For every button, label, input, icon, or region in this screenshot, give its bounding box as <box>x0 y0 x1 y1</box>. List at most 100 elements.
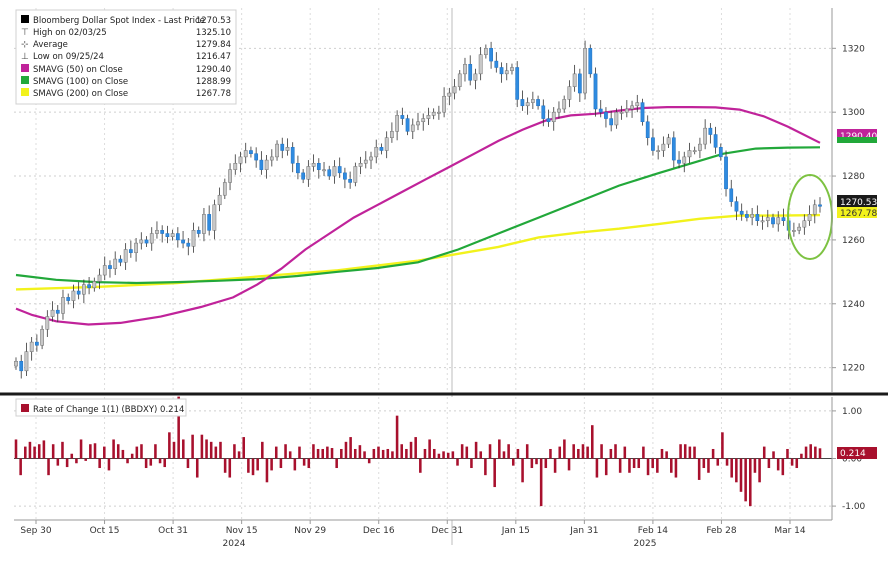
roc-bar <box>144 458 148 469</box>
x-tick-label: Jan 31 <box>569 526 598 536</box>
roc-bar <box>758 458 761 483</box>
candle-body-down <box>301 172 306 180</box>
candle <box>755 205 760 226</box>
roc-bar <box>24 446 27 459</box>
roc-bar <box>665 451 668 459</box>
candle-body-down <box>593 73 598 110</box>
candle-body-down <box>165 233 170 237</box>
candle <box>541 99 546 127</box>
roc-last-value-text: 0.214 <box>840 449 866 459</box>
candle-body-down <box>259 159 264 170</box>
roc-bar <box>56 458 60 466</box>
candle-body-down <box>343 172 347 180</box>
candle-body-up <box>437 111 441 114</box>
candle-body-down <box>76 290 81 295</box>
roc-bar <box>735 458 738 483</box>
candle-body-down <box>781 217 786 222</box>
candle-body-up <box>275 143 279 158</box>
roc-bar <box>623 446 627 459</box>
roc-bar <box>149 458 153 466</box>
candle <box>624 100 629 118</box>
candle-body-up <box>306 166 311 180</box>
roc-bar <box>177 396 180 459</box>
candle-body-up <box>557 108 561 113</box>
candle-body-up <box>202 214 206 234</box>
roc-bar <box>395 415 399 459</box>
roc-bar <box>586 446 589 459</box>
roc-bar <box>28 441 32 459</box>
roc-bar <box>219 441 222 459</box>
roc-bar <box>302 458 306 466</box>
roc-bar <box>525 444 529 459</box>
legend-value: 1279.84 <box>196 40 231 50</box>
roc-bars <box>14 396 822 507</box>
roc-bar <box>460 444 464 459</box>
candle-body-up <box>447 92 452 97</box>
x-tick-label: Mar 14 <box>774 526 806 536</box>
roc-bar <box>89 444 92 459</box>
candle <box>666 133 671 148</box>
candle <box>275 140 279 161</box>
candle <box>87 276 91 295</box>
roc-tick-label: 1.00 <box>842 407 862 417</box>
candle-body-up <box>635 102 640 107</box>
roc-bar <box>37 444 41 459</box>
candle <box>802 214 807 235</box>
roc-bar <box>702 458 706 469</box>
candle <box>593 67 598 117</box>
candle <box>384 131 389 159</box>
roc-bar <box>381 449 385 459</box>
candle <box>640 98 645 126</box>
x-tick-label: Sep 30 <box>20 526 52 536</box>
candle <box>144 236 149 247</box>
candle-body-up <box>682 156 687 164</box>
candle <box>390 122 394 143</box>
candle <box>489 41 493 69</box>
candle <box>635 94 640 113</box>
candle-body-down <box>118 258 123 263</box>
candle <box>645 115 650 146</box>
candle-body-up <box>807 214 812 222</box>
candle <box>577 68 582 102</box>
sma50-line <box>15 106 821 326</box>
roc-bar <box>135 446 139 459</box>
candle-body-up <box>661 143 666 151</box>
roc-bar <box>786 448 789 459</box>
candle <box>55 305 60 323</box>
x-tick-label: Feb 28 <box>706 526 737 536</box>
roc-bar <box>330 448 334 459</box>
x-tick-label: Dec 31 <box>431 526 463 536</box>
candle-body-up <box>583 48 587 94</box>
candle <box>781 208 786 226</box>
candle <box>760 215 765 230</box>
roc-bar <box>809 444 812 459</box>
candle-body-up <box>452 86 457 94</box>
roc-bar <box>316 448 320 459</box>
year-label-2024: 2024 <box>223 539 246 549</box>
roc-bar <box>33 446 36 459</box>
candle <box>19 354 24 379</box>
candle-body-down <box>327 169 332 177</box>
candle <box>50 301 55 322</box>
candle <box>327 165 332 180</box>
roc-bar <box>795 458 799 469</box>
roc-bar <box>391 451 394 459</box>
candle <box>708 123 713 144</box>
candle <box>692 146 697 155</box>
candle-body-down <box>771 217 775 225</box>
candle <box>14 357 18 370</box>
candle-body-up <box>776 217 781 225</box>
candle-body-up <box>363 159 368 164</box>
roc-bar <box>432 448 436 459</box>
candle <box>677 151 681 169</box>
roc-bar <box>553 458 557 473</box>
candle-body-down <box>254 153 259 161</box>
roc-bar <box>163 458 166 468</box>
candle <box>264 154 269 179</box>
candle-body-down <box>186 242 191 247</box>
roc-bar <box>270 458 273 471</box>
candle <box>290 142 295 173</box>
candle <box>421 113 426 131</box>
legend-label: SMAVG (50) on Close <box>33 65 123 75</box>
candle <box>233 154 238 175</box>
